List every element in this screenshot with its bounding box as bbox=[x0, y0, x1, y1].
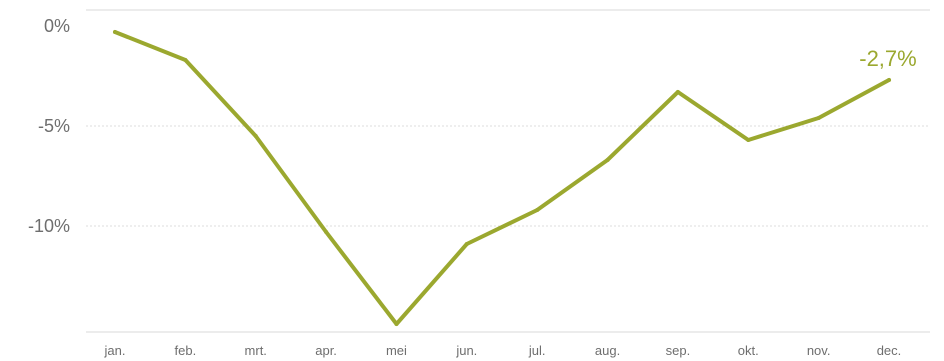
data-point bbox=[605, 158, 610, 162]
y-axis: 0% -5% -10% bbox=[28, 16, 70, 236]
x-tick-label: sep. bbox=[666, 343, 691, 358]
data-point bbox=[535, 208, 540, 212]
data-point bbox=[113, 30, 117, 34]
x-tick-label: nov. bbox=[807, 343, 831, 358]
data-point bbox=[324, 230, 329, 234]
data-point bbox=[183, 58, 188, 62]
y-tick-label: 0% bbox=[44, 16, 70, 36]
x-tick-label: dec. bbox=[877, 343, 902, 358]
data-point bbox=[887, 78, 891, 82]
x-tick-label: okt. bbox=[738, 343, 759, 358]
data-point bbox=[464, 242, 469, 246]
data-point bbox=[816, 116, 821, 120]
series-line bbox=[113, 30, 891, 326]
series-group bbox=[113, 30, 891, 326]
y-tick-label: -5% bbox=[38, 116, 70, 136]
x-tick-label: jul. bbox=[528, 343, 546, 358]
y-tick-label: -10% bbox=[28, 216, 70, 236]
gridlines bbox=[86, 125, 930, 227]
x-tick-label: aug. bbox=[595, 343, 620, 358]
x-tick-label: mei bbox=[386, 343, 407, 358]
x-axis: jan. feb. mrt. apr. mei jun. jul. aug. sep. okt. n… bbox=[104, 343, 902, 358]
x-tick-label: jan. bbox=[104, 343, 126, 358]
data-point bbox=[746, 138, 751, 142]
x-tick-label: feb. bbox=[175, 343, 197, 358]
data-point bbox=[675, 90, 680, 94]
x-tick-label: apr. bbox=[315, 343, 337, 358]
x-tick-label: mrt. bbox=[245, 343, 267, 358]
x-tick-label: jun. bbox=[455, 343, 477, 358]
data-point bbox=[253, 134, 258, 138]
end-value-label: -2,7% bbox=[859, 46, 916, 71]
data-point bbox=[394, 322, 399, 326]
